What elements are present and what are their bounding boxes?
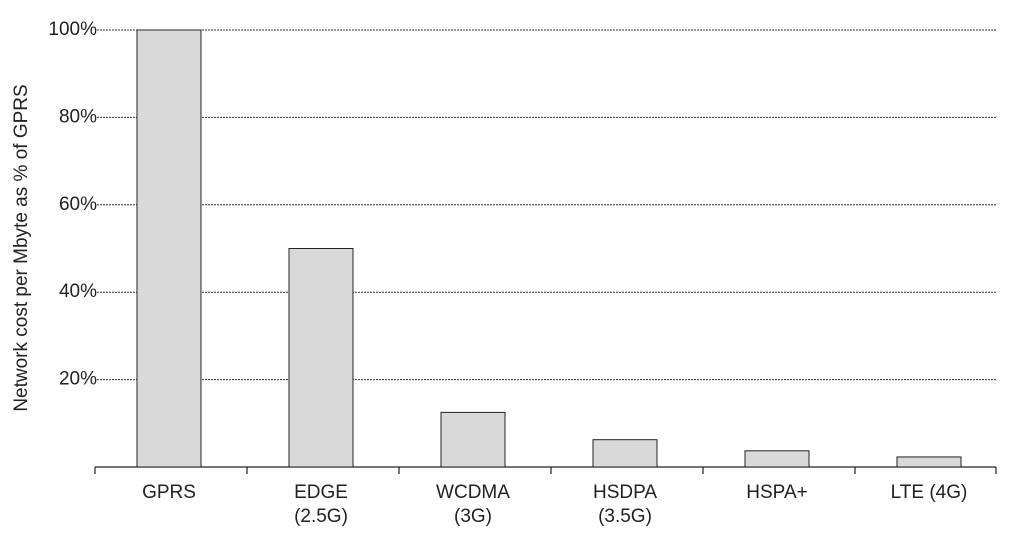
x-tick-label: WCDMA (3G)	[436, 482, 510, 527]
y-tick-label: 40%	[59, 281, 97, 302]
x-tick-label: EDGE (2.5G)	[294, 482, 348, 527]
bar	[288, 248, 354, 468]
x-tick-label: HSDPA (3.5G)	[592, 482, 658, 527]
x-tick-label: LTE (4G)	[890, 482, 968, 503]
bar	[440, 411, 506, 468]
bar	[744, 450, 810, 468]
x-tick-label: GPRS	[142, 482, 196, 503]
bar	[592, 439, 658, 468]
y-axis-label: Network cost per Mbyte as % of GPRS	[11, 84, 32, 411]
x-tick-label: HSPA+	[746, 482, 808, 503]
y-tick-label: 20%	[59, 369, 97, 390]
y-tick-label: 60%	[59, 194, 97, 215]
y-tick-label: 100%	[48, 19, 97, 40]
y-tick-label: 80%	[59, 106, 97, 127]
bar	[896, 456, 962, 468]
bar	[136, 29, 202, 468]
